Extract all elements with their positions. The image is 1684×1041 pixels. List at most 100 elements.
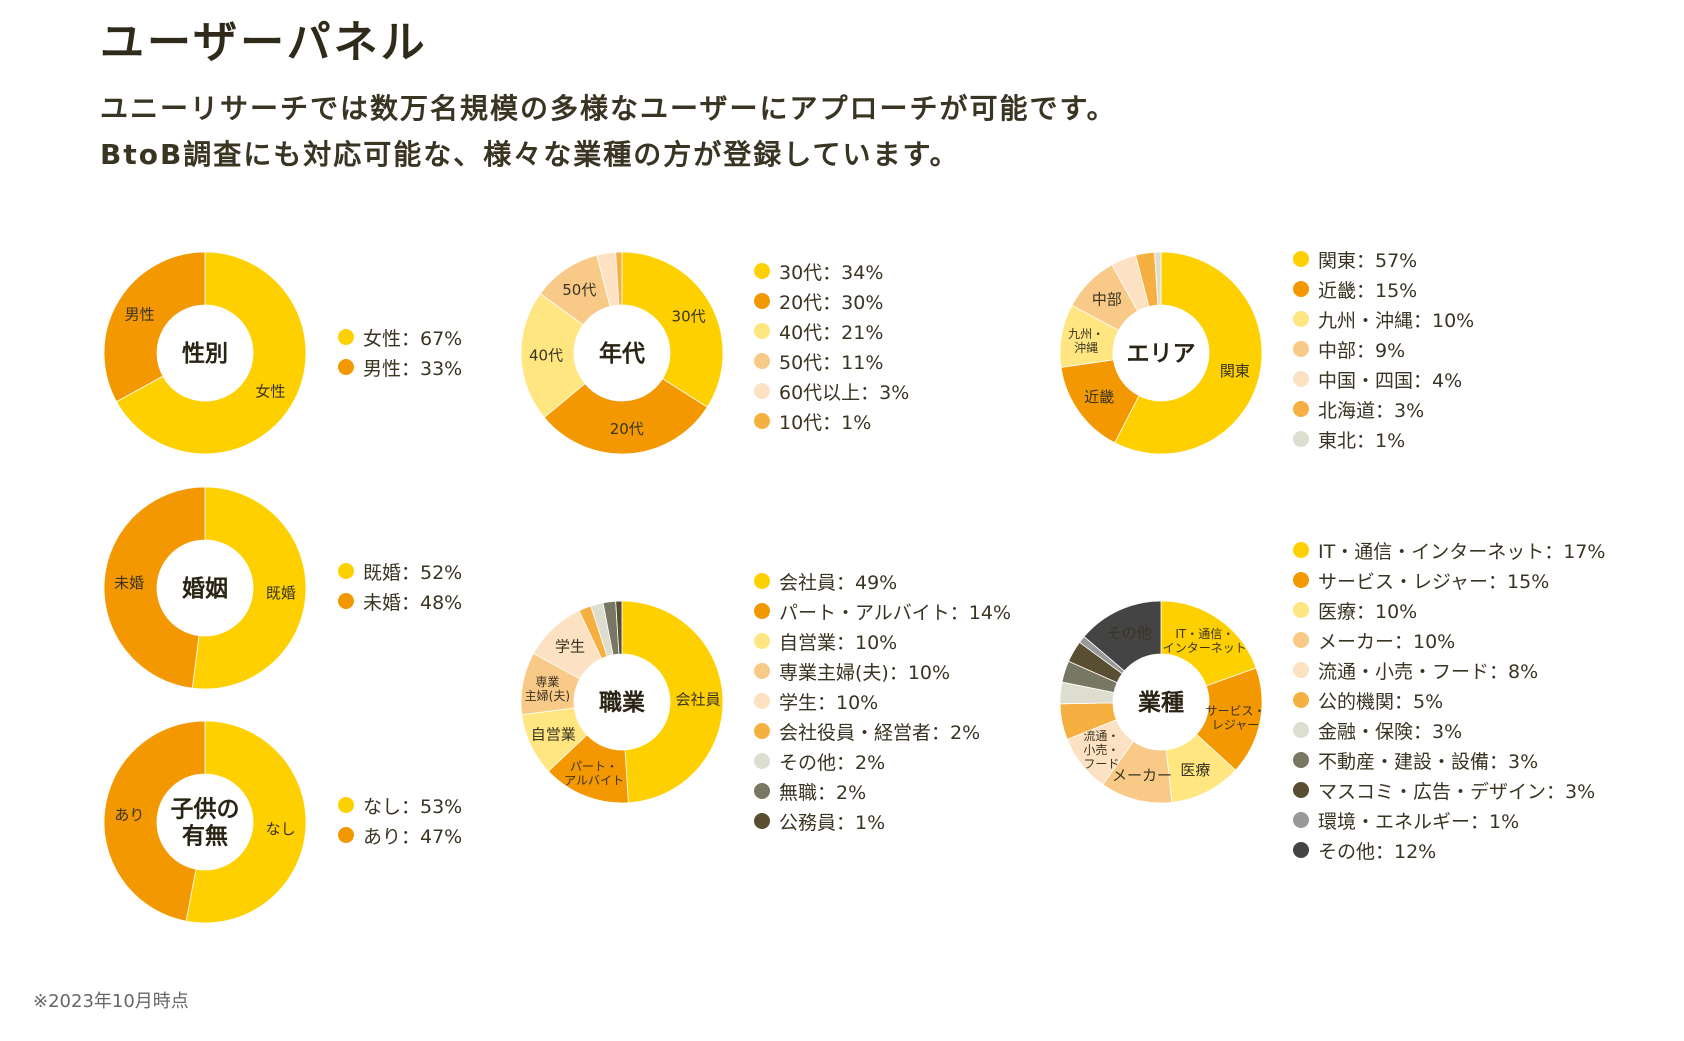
job-legend-item: 学生：10% xyxy=(754,686,1011,716)
industry-legend-item: その他：12% xyxy=(1293,835,1605,865)
age-legend-item: 40代：21% xyxy=(754,316,909,346)
area-legend: 関東：57% 近畿：15% 九州・沖縄：10% 中部：9% 中国・四国：4% 北海道：3%… xyxy=(1293,244,1474,454)
legend-dot-icon xyxy=(1293,311,1309,327)
gender-slice-1 xyxy=(103,251,206,403)
industry-legend-item: 公的機関：5% xyxy=(1293,685,1605,715)
legend-dot-icon xyxy=(754,383,770,399)
gender-slice-label-1: 男性 xyxy=(125,305,155,323)
area-center-label: エリア xyxy=(1127,341,1196,367)
legend-dot-icon xyxy=(1293,842,1309,858)
children-slice-0 xyxy=(185,720,307,924)
area-legend-item: 九州・沖縄：10% xyxy=(1293,304,1474,334)
industry-legend-item: 医療：10% xyxy=(1293,595,1605,625)
industry-legend-item: メーカー：10% xyxy=(1293,625,1605,655)
legend-dot-icon xyxy=(1293,602,1309,618)
lead-line-1: ユニーリサーチでは数万名規模の多様なユーザーにアプローチが可能です。 xyxy=(100,92,1117,125)
industry-legend-item: 金融・保険：3% xyxy=(1293,715,1605,745)
job-legend-item: 自営業：10% xyxy=(754,626,1011,656)
marriage-legend-item: 未婚：48% xyxy=(338,586,462,616)
job-legend-item: その他：2% xyxy=(754,746,1011,776)
job-legend-label: 無職：2% xyxy=(779,781,867,804)
area-legend-item: 東北：1% xyxy=(1293,424,1474,454)
job-legend-item: パート・アルバイト：14% xyxy=(754,596,1011,626)
area-legend-item: 近畿：15% xyxy=(1293,274,1474,304)
industry-slice-label-2: 医療 xyxy=(1180,761,1210,779)
legend-dot-icon xyxy=(338,563,354,579)
job-legend-item: 専業主婦(夫)：10% xyxy=(754,656,1011,686)
area-legend-label: 東北：1% xyxy=(1318,429,1406,452)
age-legend-label: 60代以上：3% xyxy=(779,381,910,404)
legend-dot-icon xyxy=(754,813,770,829)
age-slice-label-3: 50代 xyxy=(562,281,596,299)
industry-legend-label: サービス・レジャー：15% xyxy=(1318,570,1550,593)
children-slice-1 xyxy=(103,720,206,922)
gender-slice-0 xyxy=(115,251,307,455)
industry-legend: IT・通信・インターネット：17% サービス・レジャー：15% 医療：10% メーカー… xyxy=(1293,535,1605,865)
industry-slice-label-4: 流通・小売・フード xyxy=(1083,729,1119,771)
job-slice-0 xyxy=(621,600,724,804)
legend-dot-icon xyxy=(754,783,770,799)
job-slice-label-1: パート・アルバイト xyxy=(564,760,624,788)
legend-dot-icon xyxy=(1293,431,1309,447)
area-slice-6 xyxy=(1154,251,1162,306)
age-slice-2 xyxy=(520,293,586,418)
legend-dot-icon xyxy=(1293,572,1309,588)
children-legend-label: あり：47% xyxy=(363,825,463,848)
legend-dot-icon xyxy=(1293,371,1309,387)
age-legend-label: 40代：21% xyxy=(779,321,884,344)
children-slice-label-1: あり xyxy=(114,806,144,824)
job-slice-label-4: 学生 xyxy=(555,638,585,656)
age-slice-label-1: 20代 xyxy=(610,420,644,438)
age-slice-label-2: 40代 xyxy=(529,346,563,364)
industry-legend-label: 不動産・建設・設備：3% xyxy=(1318,750,1539,773)
industry-legend-item: 環境・エネルギー：1% xyxy=(1293,805,1605,835)
marriage-donut-chart: 既婚 未婚 婚姻 xyxy=(103,486,307,690)
legend-dot-icon xyxy=(754,753,770,769)
legend-dot-icon xyxy=(754,323,770,339)
marriage-slice-label-0: 既婚 xyxy=(266,584,296,602)
legend-dot-icon xyxy=(1293,401,1309,417)
children-center-label: 子供の有無 xyxy=(171,796,240,850)
industry-legend-item: 流通・小売・フード：8% xyxy=(1293,655,1605,685)
age-legend-item: 30代：34% xyxy=(754,256,909,286)
industry-legend-label: 流通・小売・フード：8% xyxy=(1318,660,1539,683)
children-legend-item: あり：47% xyxy=(338,820,462,850)
area-slice-label-1: 近畿 xyxy=(1084,388,1114,406)
age-legend-label: 20代：30% xyxy=(779,291,884,314)
age-slice-label-0: 30代 xyxy=(672,307,706,325)
area-legend-label: 九州・沖縄：10% xyxy=(1318,309,1475,332)
gender-legend-item: 男性：33% xyxy=(338,352,462,382)
job-slice-label-2: 自営業 xyxy=(531,725,576,743)
area-legend-label: 北海道：3% xyxy=(1318,399,1425,422)
legend-dot-icon xyxy=(754,723,770,739)
legend-dot-icon xyxy=(338,359,354,375)
marriage-center-label: 婚姻 xyxy=(182,575,228,602)
lead-line-2: BtoB調査にも対応可能な、様々な業種の方が登録しています。 xyxy=(100,138,960,171)
legend-dot-icon xyxy=(338,827,354,843)
industry-legend-item: IT・通信・インターネット：17% xyxy=(1293,535,1605,565)
legend-dot-icon xyxy=(754,693,770,709)
area-slice-label-3: 中部 xyxy=(1092,291,1122,309)
job-legend-label: 公務員：1% xyxy=(779,811,886,834)
job-slice-8 xyxy=(615,600,623,655)
legend-dot-icon xyxy=(754,263,770,279)
age-slice-0 xyxy=(621,251,724,408)
legend-dot-icon xyxy=(1293,632,1309,648)
industry-legend-label: 環境・エネルギー：1% xyxy=(1318,810,1520,833)
industry-slice-10 xyxy=(1083,600,1162,672)
legend-dot-icon xyxy=(754,633,770,649)
age-legend-label: 10代：1% xyxy=(779,411,872,434)
marriage-legend-item: 既婚：52% xyxy=(338,556,462,586)
industry-slice-label-10: その他 xyxy=(1107,624,1152,642)
industry-legend-label: IT・通信・インターネット：17% xyxy=(1318,540,1606,563)
marriage-legend: 既婚：52% 未婚：48% xyxy=(338,556,462,616)
gender-legend-label: 女性：67% xyxy=(363,327,463,350)
job-legend-label: 学生：10% xyxy=(779,691,879,714)
job-legend-label: パート・アルバイト：14% xyxy=(779,601,1012,624)
legend-dot-icon xyxy=(1293,341,1309,357)
gender-center-label: 性別 xyxy=(182,341,228,367)
industry-slice-label-1: サービス・レジャー xyxy=(1205,704,1265,732)
